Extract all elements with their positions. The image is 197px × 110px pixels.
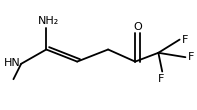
Text: O: O — [133, 22, 142, 32]
Text: F: F — [158, 74, 164, 84]
Text: F: F — [182, 35, 188, 45]
Text: NH₂: NH₂ — [38, 16, 59, 26]
Text: F: F — [188, 52, 194, 62]
Text: HN: HN — [3, 58, 20, 68]
